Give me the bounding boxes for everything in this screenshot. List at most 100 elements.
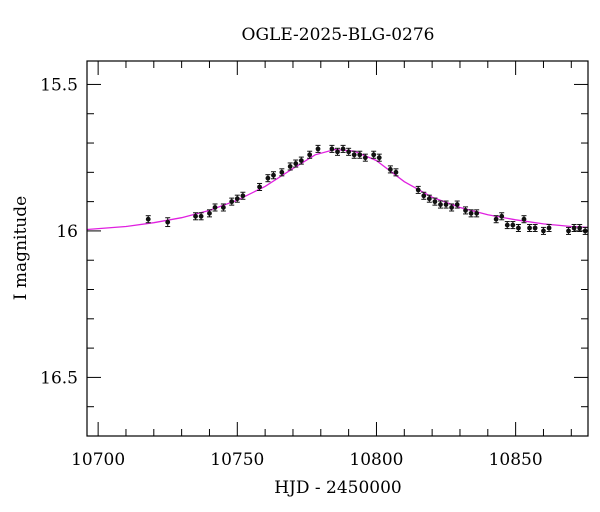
data-point: [198, 212, 204, 221]
data-marker: [438, 202, 443, 207]
x-tick-label: 10700: [71, 450, 125, 470]
data-marker: [499, 213, 505, 219]
data-marker: [504, 222, 510, 228]
data-marker: [340, 146, 346, 152]
data-point: [515, 223, 521, 233]
data-point: [165, 217, 171, 228]
data-point: [287, 162, 293, 171]
data-point: [220, 203, 226, 212]
data-marker: [351, 152, 357, 158]
data-marker: [212, 205, 218, 210]
data-point: [234, 194, 240, 203]
data-point: [540, 226, 546, 235]
data-point: [145, 215, 151, 224]
data-marker: [315, 146, 321, 152]
data-point: [307, 150, 313, 159]
data-point: [357, 150, 363, 159]
data-marker: [335, 149, 340, 155]
data-point: [432, 197, 438, 206]
data-marker: [357, 152, 363, 158]
data-point: [421, 191, 427, 200]
data-point: [527, 223, 533, 233]
x-tick-label: 10800: [349, 450, 403, 470]
data-marker: [577, 225, 583, 231]
y-tick-label: 16.5: [40, 368, 78, 388]
x-tick-label: 10750: [210, 450, 264, 470]
data-point: [371, 150, 377, 159]
data-point: [193, 212, 199, 221]
data-marker: [532, 225, 538, 231]
data-marker: [415, 187, 421, 193]
data-point: [443, 200, 449, 209]
data-point: [415, 185, 421, 194]
model-curve: [86, 148, 589, 231]
plot-area: [86, 144, 589, 235]
data-point: [532, 223, 538, 233]
data-marker: [454, 202, 460, 207]
data-point: [229, 197, 235, 206]
data-marker: [240, 193, 246, 199]
data-point: [499, 212, 505, 221]
data-point: [468, 209, 474, 218]
data-marker: [566, 228, 571, 234]
data-marker: [474, 210, 480, 216]
data-point: [504, 221, 510, 230]
data-point: [265, 174, 271, 183]
data-point: [393, 168, 399, 177]
x-tick-label: 10850: [489, 450, 543, 470]
data-point: [335, 147, 340, 156]
data-point: [206, 209, 212, 218]
data-marker: [443, 202, 449, 207]
data-point: [493, 215, 499, 224]
data-marker: [426, 196, 432, 202]
data-point: [315, 144, 321, 153]
data-marker: [393, 169, 399, 175]
data-point: [521, 215, 527, 224]
data-marker: [198, 213, 204, 219]
data-point: [362, 153, 368, 162]
data-marker: [546, 225, 552, 231]
data-marker: [432, 199, 438, 205]
data-marker: [229, 199, 235, 205]
data-point: [510, 221, 516, 230]
data-point: [474, 209, 480, 218]
data-marker: [387, 166, 393, 172]
data-point: [346, 147, 352, 156]
data-point: [340, 144, 346, 153]
data-point: [329, 144, 335, 153]
data-marker: [463, 208, 468, 213]
data-marker: [421, 193, 427, 199]
data-marker: [207, 210, 212, 216]
data-marker: [307, 152, 313, 158]
x-axis-label: HJD - 2450000: [274, 478, 402, 498]
data-marker: [287, 164, 293, 169]
y-tick-label: 16: [56, 222, 78, 242]
data-marker: [165, 219, 171, 225]
data-point: [279, 168, 285, 177]
data-marker: [449, 205, 455, 210]
data-marker: [279, 169, 285, 175]
data-point: [463, 206, 469, 215]
data-marker: [193, 213, 198, 219]
data-marker: [510, 222, 516, 228]
data-marker: [271, 172, 276, 178]
data-marker: [541, 228, 546, 234]
data-point: [426, 194, 432, 203]
data-point: [546, 223, 552, 233]
data-point: [351, 150, 357, 159]
data-marker: [220, 205, 226, 210]
data-marker: [468, 210, 474, 216]
data-marker: [257, 184, 262, 190]
data-point: [449, 203, 455, 212]
data-marker: [346, 149, 352, 155]
data-marker: [516, 225, 521, 231]
y-tick-label: 15.5: [40, 75, 78, 95]
data-point: [566, 226, 572, 235]
data-point: [577, 223, 583, 233]
axis-ticks: 10700 10750 10800 10850 15.5 16 16.5: [40, 61, 588, 470]
data-marker: [362, 155, 368, 161]
data-marker: [234, 196, 240, 202]
data-point: [387, 165, 393, 174]
y-axis-label: I magnitude: [11, 196, 31, 300]
